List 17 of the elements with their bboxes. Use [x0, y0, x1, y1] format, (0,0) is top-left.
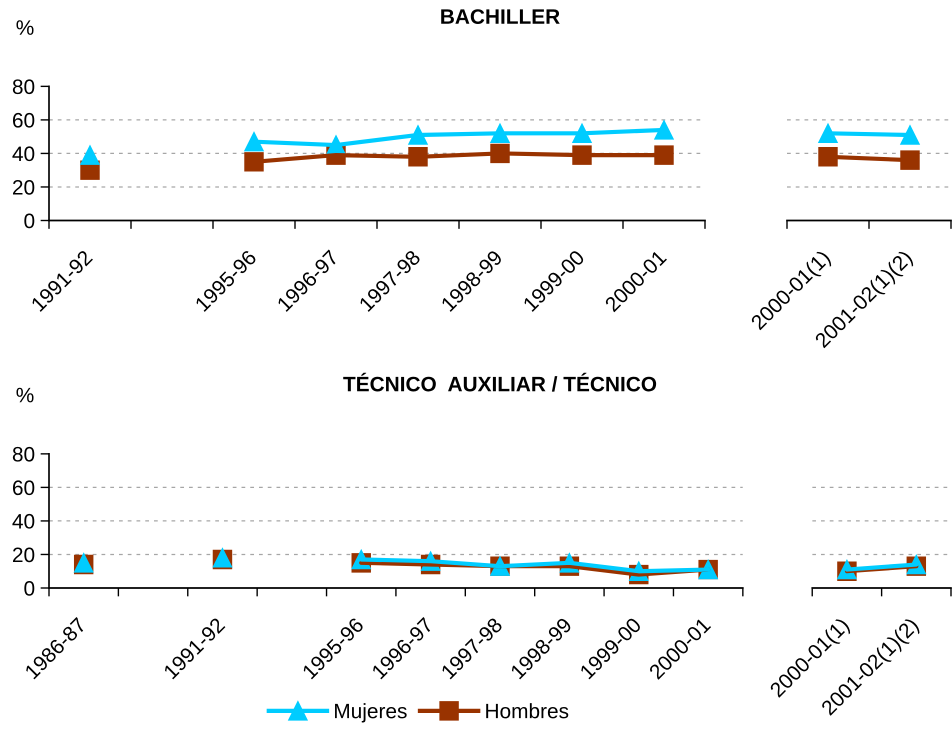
legend-label: Mujeres [335, 703, 407, 722]
point [80, 145, 100, 165]
y-tick-label: 20 [12, 547, 34, 562]
y-tick-label: 80 [12, 79, 34, 94]
y-tick-label: 60 [13, 112, 34, 128]
y-axis-title: % [16, 20, 34, 35]
y-tick-label: 80 [12, 446, 34, 462]
y-tick-label: 20 [12, 180, 34, 195]
y-axis-title: % [16, 388, 34, 402]
y-tick-label: 40 [12, 146, 34, 162]
y-tick-label: 40 [12, 514, 34, 529]
legend-label: Hombres [486, 703, 568, 718]
chart-title: BACHILLER [441, 9, 560, 24]
chart-title: TÉCNICO AUXILIAR / TÉCNICO [343, 372, 656, 392]
y-tick-label: 0 [24, 581, 34, 596]
y-tick-label: 0 [24, 214, 34, 228]
y-tick-label: 60 [13, 480, 34, 496]
